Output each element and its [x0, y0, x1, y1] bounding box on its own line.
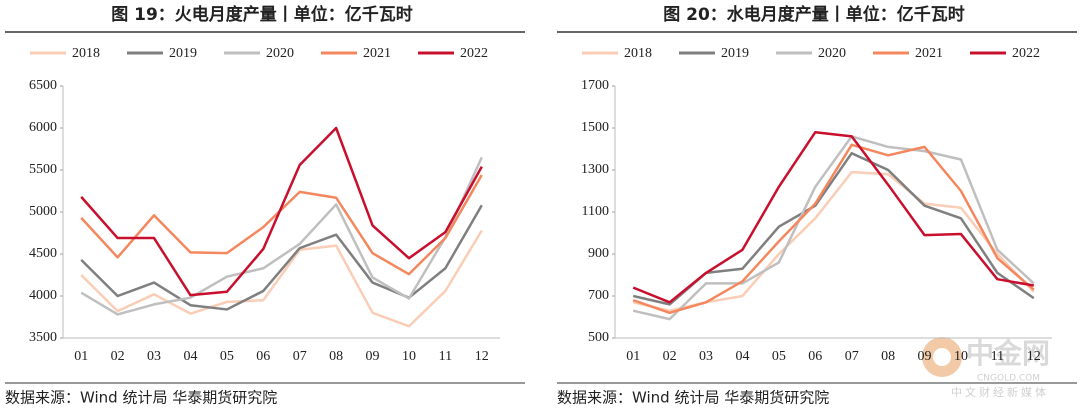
- x-tick-label: 10: [402, 349, 416, 364]
- x-tick-label: 04: [735, 349, 749, 364]
- x-tick-label: 07: [845, 349, 859, 364]
- chart-title: 图 19：火电月度产量丨单位：亿千瓦时: [111, 4, 413, 25]
- legend-label: 2021: [363, 46, 391, 61]
- y-tick-label: 900: [588, 246, 609, 261]
- line: [80, 229, 483, 328]
- legend-label: 2022: [1012, 46, 1040, 61]
- y-tick-label: 6000: [29, 120, 57, 135]
- y-tick-label: 5500: [29, 162, 57, 177]
- legend-label: 2021: [915, 46, 943, 61]
- legend-label: 2019: [169, 46, 197, 61]
- y-tick-label: 1300: [581, 162, 609, 177]
- x-tick-label: 11: [439, 349, 452, 364]
- watermark-name: 中金网: [966, 337, 1050, 370]
- x-tick-label: 08: [329, 349, 343, 364]
- line: [80, 156, 483, 316]
- source: 数据来源：Wind 统计局 华泰期货研究院: [557, 389, 829, 407]
- y-tick-label: 3500: [29, 330, 57, 345]
- x-tick-label: 12: [1027, 349, 1041, 364]
- watermark-slogan: 中文财经新媒体: [951, 385, 1049, 399]
- y-tick-label: 4000: [29, 288, 57, 303]
- y-tick-label: 500: [588, 330, 609, 345]
- line: [632, 143, 1035, 315]
- y-tick-label: 1100: [582, 204, 609, 219]
- x-tick-label: 09: [366, 349, 380, 364]
- x-tick-label: 02: [663, 349, 677, 364]
- x-tick-label: 01: [626, 349, 640, 364]
- line: [80, 174, 483, 276]
- chart-title: 图 20：水电月度产量丨单位：亿千瓦时: [663, 4, 965, 25]
- legend-label: 2020: [818, 46, 846, 61]
- line: [632, 130, 1035, 304]
- y-tick-label: 6500: [29, 78, 57, 93]
- y-tick-label: 700: [588, 288, 609, 303]
- y-tick-label: 1500: [581, 120, 609, 135]
- x-tick-label: 06: [808, 349, 822, 364]
- watermark-logo-inner: [933, 348, 951, 366]
- source: 数据来源：Wind 统计局 华泰期货研究院: [5, 389, 277, 407]
- x-tick-label: 05: [220, 349, 234, 364]
- x-tick-label: 07: [293, 349, 307, 364]
- x-tick-label: 02: [111, 349, 125, 364]
- x-tick-label: 08: [881, 349, 895, 364]
- x-tick-label: 09: [918, 349, 932, 364]
- legend-label: 2018: [72, 46, 100, 61]
- watermark-url: CNGOLD.COM: [977, 374, 1040, 384]
- line: [80, 126, 483, 297]
- watermark: 中金网 CNGOLD.COM 中文财经新媒体: [922, 337, 1050, 399]
- line: [80, 204, 483, 311]
- x-tick-label: 01: [74, 349, 88, 364]
- x-tick-label: 11: [991, 349, 1004, 364]
- legend-label: 2022: [460, 46, 488, 61]
- y-tick-label: 5000: [29, 204, 57, 219]
- x-tick-label: 03: [147, 349, 161, 364]
- x-tick-label: 04: [183, 349, 197, 364]
- legend-label: 2019: [721, 46, 749, 61]
- legend-label: 2018: [624, 46, 652, 61]
- y-tick-label: 4500: [29, 246, 57, 261]
- y-tick-label: 1700: [581, 78, 609, 93]
- x-tick-label: 12: [475, 349, 489, 364]
- x-tick-label: 06: [256, 349, 270, 364]
- x-tick-label: 05: [772, 349, 786, 364]
- line: [632, 135, 1035, 321]
- x-tick-label: 03: [699, 349, 713, 364]
- legend-label: 2020: [266, 46, 294, 61]
- x-tick-label: 10: [954, 349, 968, 364]
